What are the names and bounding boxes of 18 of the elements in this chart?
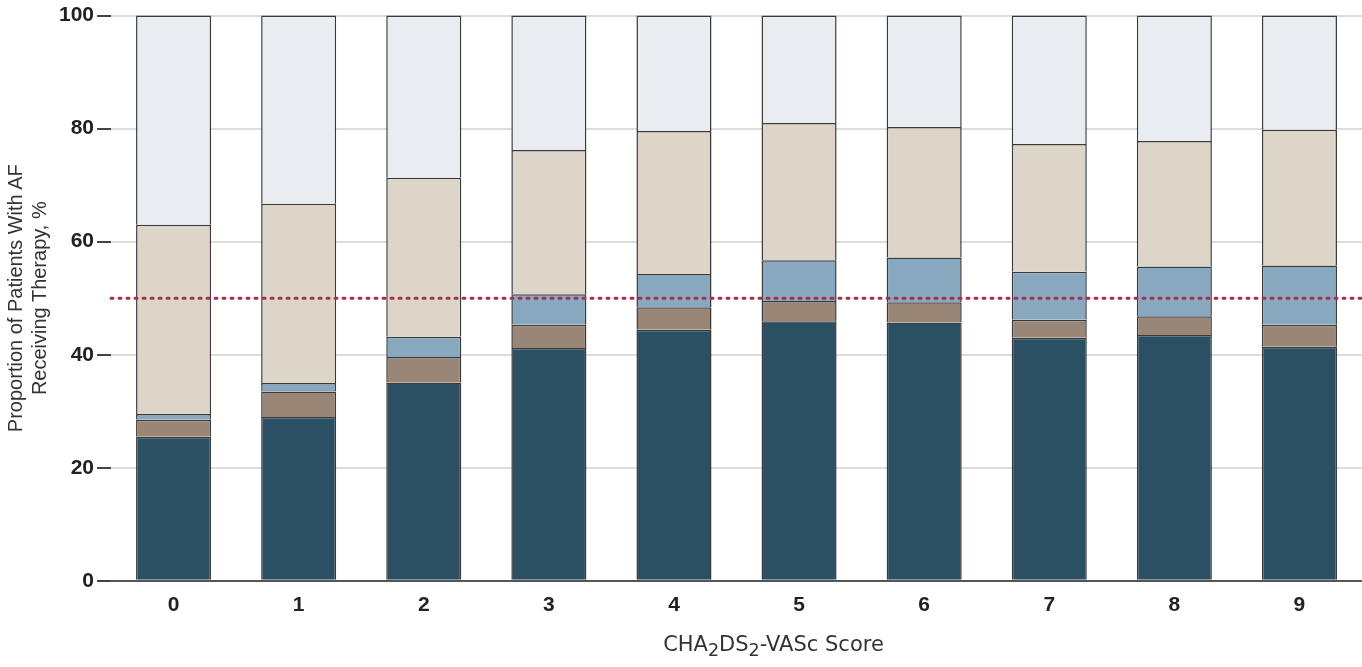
x-tick-label: 9 bbox=[1293, 592, 1306, 616]
x-tick-label: 1 bbox=[292, 592, 305, 616]
y-tick-label: 100 bbox=[58, 2, 95, 26]
y-tick-label: 40 bbox=[70, 341, 95, 365]
y-tick-label: 20 bbox=[70, 454, 95, 478]
x-tick-label: 4 bbox=[668, 592, 681, 616]
y-tick-label: 80 bbox=[70, 115, 95, 139]
x-tick-label: 5 bbox=[793, 592, 806, 616]
y-tick-label: 60 bbox=[70, 228, 95, 252]
x-tick-label: 6 bbox=[918, 592, 931, 616]
y-axis-title: Proportion of Patients With AF Receiving Therapy, % bbox=[3, 164, 50, 433]
x-tick-label: 3 bbox=[543, 592, 555, 616]
x-axis-title: CHA$_{2}$DS$_{2}$-VASc Score bbox=[662, 632, 885, 661]
y-tick-label: 0 bbox=[82, 567, 95, 591]
x-tick-label: 0 bbox=[167, 592, 180, 616]
x-tick-label: 8 bbox=[1168, 592, 1181, 616]
x-tick-label: 7 bbox=[1043, 592, 1056, 616]
x-tick-label: 2 bbox=[417, 592, 430, 616]
